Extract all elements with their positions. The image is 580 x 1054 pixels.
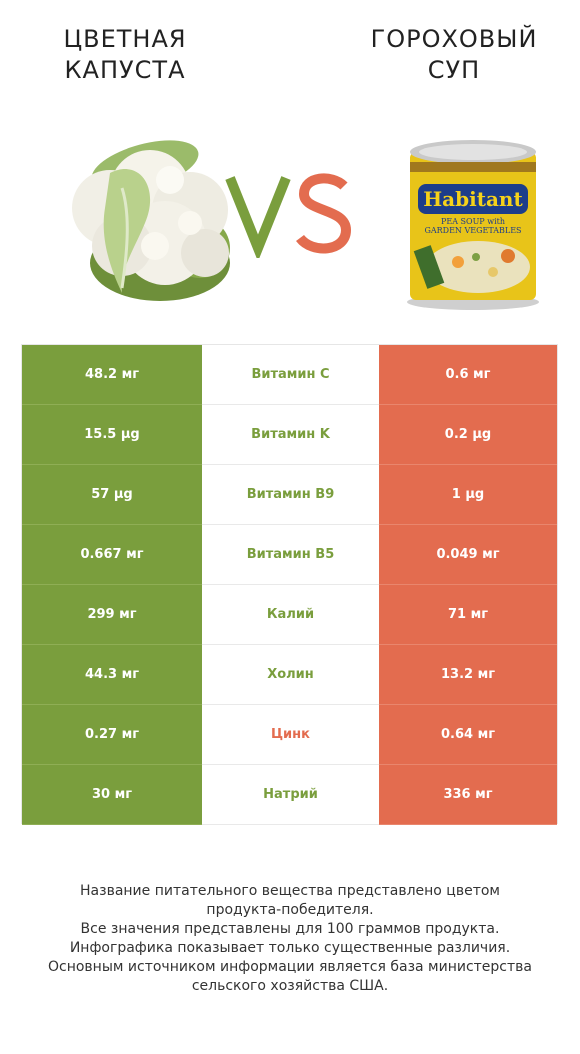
cauliflower-image <box>50 128 240 308</box>
can-brand-text: Habitant <box>423 187 523 211</box>
nutrient-name: Натрий <box>202 765 379 825</box>
right-value: 0.2 µg <box>379 405 557 465</box>
footnote-line: Все значения представлены для 100 граммо… <box>80 921 500 937</box>
table-row: 0.27 мг Цинк 0.64 мг <box>22 705 557 765</box>
table-row: 44.3 мг Холин 13.2 мг <box>22 645 557 705</box>
right-product-title: ГОРОХОВЫЙ СУП <box>370 25 538 84</box>
right-value: 1 µg <box>379 465 557 525</box>
footnote-line: продукта-победителя. <box>206 902 374 918</box>
table-row: 299 мг Калий 71 мг <box>22 585 557 645</box>
nutrient-name: Витамин B9 <box>202 465 379 525</box>
right-value: 336 мг <box>379 765 557 825</box>
nutrient-name: Витамин B5 <box>202 525 379 585</box>
vs-label <box>222 168 358 262</box>
table-row: 48.2 мг Витамин C 0.6 мг <box>22 345 557 405</box>
nutrient-name: Витамин C <box>202 345 379 405</box>
svg-text:GARDEN VEGETABLES: GARDEN VEGETABLES <box>424 226 521 235</box>
footnote-line: сельского хозяйства США. <box>191 978 389 994</box>
pea-soup-can-image: Habitant PEA SOUP with GARDEN VEGETABLES <box>398 132 548 310</box>
left-value: 48.2 мг <box>22 345 202 405</box>
nutrient-name: Витамин K <box>202 405 379 465</box>
can-product-text: PEA SOUP with <box>441 217 505 226</box>
left-value: 0.27 мг <box>22 705 202 765</box>
left-value: 30 мг <box>22 765 202 825</box>
right-value: 0.64 мг <box>379 705 557 765</box>
right-value: 0.049 мг <box>379 525 557 585</box>
nutrient-name: Цинк <box>202 705 379 765</box>
nutrient-name: Калий <box>202 585 379 645</box>
left-value: 44.3 мг <box>22 645 202 705</box>
comparison-table: 48.2 мг Витамин C 0.6 мг 15.5 µg Витамин… <box>21 344 558 825</box>
right-value: 71 мг <box>379 585 557 645</box>
left-value: 57 µg <box>22 465 202 525</box>
table-row: 57 µg Витамин B9 1 µg <box>22 465 557 525</box>
right-value: 13.2 мг <box>379 645 557 705</box>
left-value: 0.667 мг <box>22 525 202 585</box>
footnote: Название питательного вещества представл… <box>20 882 560 996</box>
left-product-title: ЦВЕТНАЯ КАПУСТА <box>63 25 187 84</box>
table-row: 0.667 мг Витамин B5 0.049 мг <box>22 525 557 585</box>
footnote-line: Название питательного вещества представл… <box>80 883 500 899</box>
left-value: 299 мг <box>22 585 202 645</box>
right-value: 0.6 мг <box>379 345 557 405</box>
left-value: 15.5 µg <box>22 405 202 465</box>
table-row: 30 мг Натрий 336 мг <box>22 765 557 825</box>
footnote-line: Основным источником информации является … <box>48 959 532 975</box>
table-row: 15.5 µg Витамин K 0.2 µg <box>22 405 557 465</box>
nutrient-name: Холин <box>202 645 379 705</box>
footnote-line: Инфографика показывает только существенн… <box>69 940 511 956</box>
